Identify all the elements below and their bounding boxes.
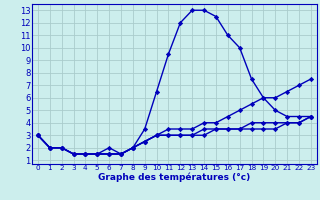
X-axis label: Graphe des températures (°c): Graphe des températures (°c) bbox=[98, 173, 251, 182]
